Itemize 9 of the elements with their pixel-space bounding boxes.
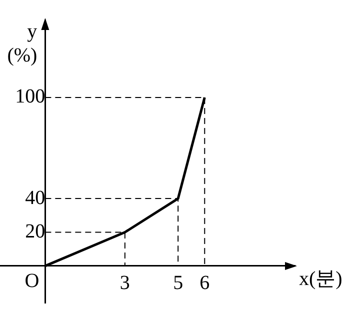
annotation: O xyxy=(24,270,40,292)
y-tick-label: 100 xyxy=(15,86,46,108)
x-tick-label: 5 xyxy=(173,272,184,294)
y-tick-label: 20 xyxy=(25,220,46,242)
x-tick-label: 3 xyxy=(120,272,130,294)
y-tick-label: 40 xyxy=(25,186,46,209)
x-axis-title: x(분) xyxy=(299,268,342,290)
y-axis-title: y (%) xyxy=(7,20,38,66)
x-tick-label: 6 xyxy=(200,272,210,294)
